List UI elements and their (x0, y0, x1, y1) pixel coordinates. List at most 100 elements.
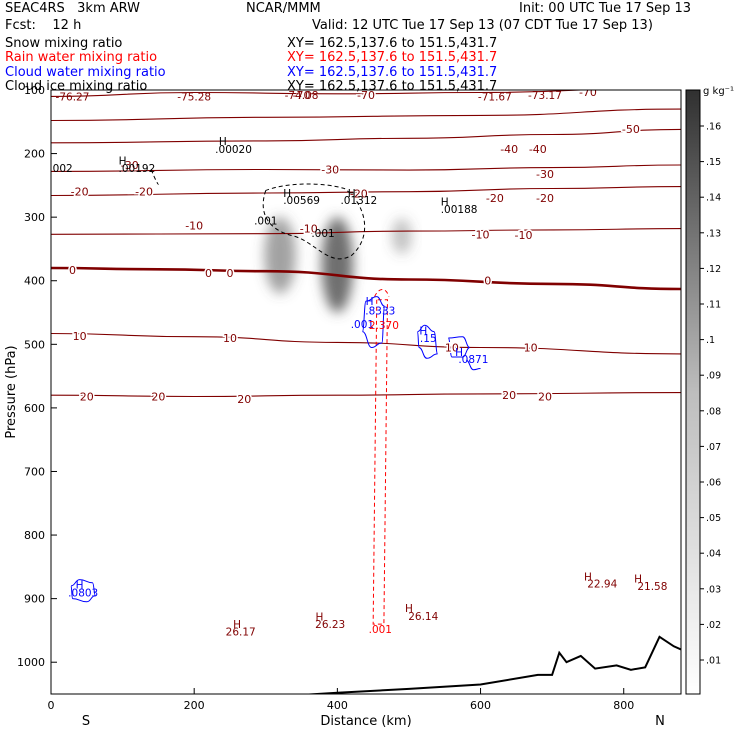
contour-label: 0 (69, 264, 76, 277)
y-tick-label: 1000 (17, 656, 45, 669)
value-label: H (76, 580, 84, 592)
temperature-contour (51, 392, 681, 398)
cloud-water-contour (361, 296, 386, 349)
colorbar-tick-label: .16 (706, 122, 721, 133)
rain-water-contour (372, 299, 388, 625)
y-tick-label: 200 (24, 148, 45, 161)
value-label: .001 (311, 228, 334, 240)
field-name: Cloud water mixing ratio (5, 65, 166, 80)
south-label: S (82, 714, 90, 729)
snow-shading (321, 217, 354, 313)
field-name: Snow mixing ratio (5, 36, 123, 51)
value-label: H (219, 136, 227, 148)
contour-label: 0 (226, 267, 233, 280)
contour-label: -70 (293, 89, 311, 102)
value-label: -73.17 (528, 90, 562, 102)
colorbar-tick-label: .1 (706, 335, 715, 346)
value-label: H (405, 603, 413, 615)
y-tick-label: 100 (24, 84, 45, 97)
value-label: .002 (49, 163, 72, 175)
value-label: H (634, 573, 642, 585)
snow-shading (264, 217, 296, 294)
contour-label: -20 (71, 186, 89, 199)
value-label: 26.17 (226, 627, 256, 639)
field-xy: XY= 162.5,137.6 to 151.5,431.7 (287, 65, 498, 80)
contour-label: 20 (151, 390, 165, 403)
y-tick-label: 300 (24, 211, 45, 224)
value-label: -75.28 (177, 91, 211, 103)
contour-label: -30 (121, 159, 139, 172)
contour-label: -20 (536, 192, 554, 205)
value-label: .0803 (68, 587, 98, 599)
y-axis-label: Pressure (hPa) (4, 345, 19, 438)
value-label: .001 (369, 624, 392, 636)
contour-label: 10 (445, 341, 459, 354)
value-label: H (455, 347, 463, 359)
value-label: H (441, 196, 449, 208)
value-label: .8333 (365, 306, 395, 318)
cloud-water-contour (70, 579, 96, 603)
value-label: .00188 (441, 204, 478, 216)
x-tick-label: 0 (48, 699, 55, 712)
contour-label: 10 (73, 330, 87, 343)
contour-label: -20 (486, 192, 504, 205)
contour-label: 10 (524, 341, 538, 354)
temperature-contour (51, 266, 681, 291)
temperature-contour (51, 90, 593, 97)
y-tick-label: 600 (24, 402, 45, 415)
contour-label: 0 (205, 267, 212, 280)
contour-label: -30 (536, 168, 554, 181)
value-label: .00192 (119, 163, 156, 175)
x-tick-label: 400 (327, 699, 348, 712)
snow-shading (391, 218, 412, 255)
contour-label: -50 (622, 123, 640, 136)
north-label: N (655, 714, 665, 729)
value-label: H (233, 619, 241, 631)
temperature-contour (51, 164, 681, 172)
contour-label: -20 (350, 188, 368, 201)
plot-frame (50, 89, 682, 695)
field-xy: XY= 162.5,137.6 to 151.5,431.7 (287, 50, 498, 65)
temperature-contour (51, 332, 681, 355)
model-label: SEAC4RS 3km ARW (5, 1, 141, 16)
value-label: .0871 (458, 354, 488, 366)
colorbar-tick-label: .08 (706, 406, 721, 417)
y-tick-label: 900 (24, 593, 45, 606)
contour-label: -70 (579, 86, 597, 99)
temperature-contour (51, 186, 681, 197)
contour-label: -10 (515, 229, 533, 242)
value-label: 22.94 (587, 578, 617, 590)
contour-label: -40 (529, 143, 547, 156)
field-xy: XY= 162.5,137.6 to 151.5,431.7 (287, 36, 498, 51)
x-tick-label: 600 (470, 699, 491, 712)
y-tick-label: 700 (24, 465, 45, 478)
temperature-contour (51, 228, 681, 235)
value-label: -74.08 (285, 90, 319, 102)
value-label: .15 (420, 333, 437, 345)
contour-label: 20 (80, 390, 94, 403)
value-label: H (584, 571, 592, 583)
contour-label: -10 (472, 228, 490, 241)
colorbar-tick-label: .05 (706, 513, 721, 524)
colorbar-tick-label: .15 (706, 157, 721, 168)
center-label: NCAR/MMM (246, 1, 321, 16)
x-axis-label: Distance (km) (320, 714, 411, 729)
value-label: H (316, 611, 324, 623)
terrain-line (300, 635, 681, 694)
y-tick-label: 400 (24, 275, 45, 288)
colorbar-tick-label: .02 (706, 620, 721, 631)
init-time: Init: 00 UTC Tue 17 Sep 13 (519, 1, 692, 16)
cloud-ice-contour (150, 169, 159, 185)
colorbar-tick-label: .04 (706, 549, 721, 560)
colorbar-tick-label: .11 (706, 300, 721, 311)
temperature-contour (51, 108, 681, 122)
colorbar (685, 89, 701, 695)
contour-label: -40 (500, 143, 518, 156)
value-label: 2.370 (369, 320, 399, 332)
value-label: -76.27 (56, 91, 90, 103)
y-tick-label: 800 (24, 529, 45, 542)
value-label: -71.67 (478, 91, 512, 103)
field-name: Rain water mixing ratio (5, 50, 158, 65)
contour-label: -20 (135, 186, 153, 199)
contour-label: 20 (538, 390, 552, 403)
